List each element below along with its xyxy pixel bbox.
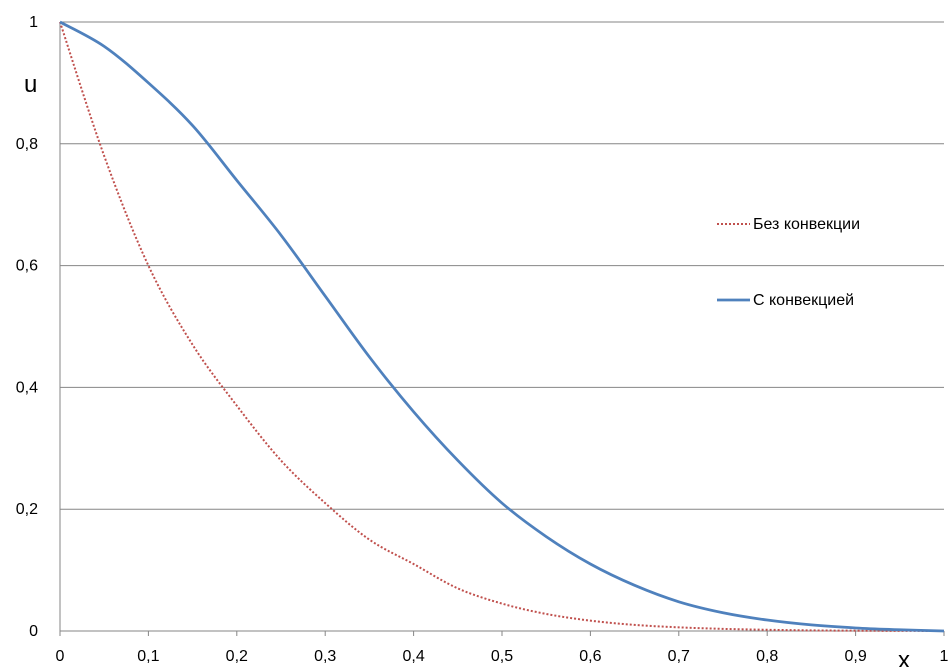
x-tick-label: 0,9 [844, 648, 866, 665]
series-lines [59, 20, 945, 633]
y-tick-label: 0,6 [16, 258, 38, 275]
legend-label-2: С конвекцией [753, 292, 854, 309]
x-tick-label: 1 [940, 648, 949, 665]
x-tick-label: 0,8 [756, 648, 778, 665]
series-line-2 [59, 20, 945, 633]
legend-label-1: Без конвекции [753, 216, 860, 233]
tick-labels: 0 0,2 0,4 0,6 0,8 1 0 0,1 0,2 0,3 0,4 0,5 0,6 0,7 0,8 0… [16, 14, 949, 665]
x-tick-label: 0,4 [402, 648, 424, 665]
axes [59, 22, 945, 636]
y-tick-label: 0,8 [16, 136, 38, 153]
series-line-1 [59, 21, 945, 632]
y-tick-label: 1 [29, 14, 38, 31]
x-tick-label: 0,1 [137, 648, 159, 665]
x-tick-label: 0,7 [668, 648, 690, 665]
y-tick-label: 0,2 [16, 501, 38, 518]
y-axis-title: u [24, 71, 37, 98]
x-tick-label: 0,3 [314, 648, 336, 665]
legend: Без конвекции С конвекцией [717, 216, 860, 309]
y-tick-label: 0 [29, 623, 38, 640]
x-tick-label: 0,2 [226, 648, 248, 665]
x-axis-title: x [898, 647, 910, 667]
x-tick-label: 0 [56, 648, 65, 665]
grid [60, 21, 944, 510]
x-tick-label: 0,5 [491, 648, 513, 665]
y-tick-label: 0,4 [16, 379, 38, 396]
x-tick-label: 0,6 [579, 648, 601, 665]
